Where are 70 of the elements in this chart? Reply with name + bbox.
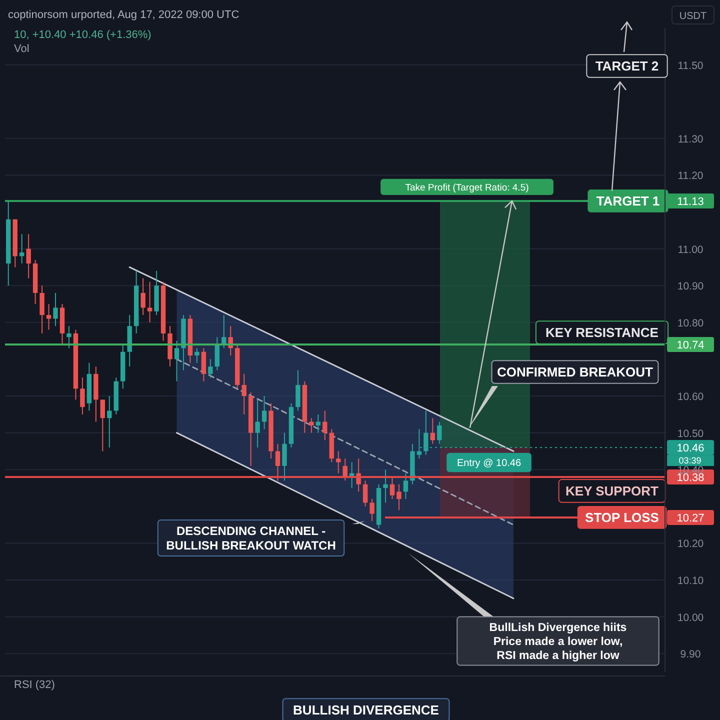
y-tick-label: 11.00 [678,244,704,256]
y-tick-label: 10.46 [676,442,704,455]
candlestick [416,428,422,460]
y-tick-label: 11.50 [678,60,704,72]
candlestick [282,432,287,482]
candlestick [19,234,24,264]
candlestick [262,396,267,430]
candlestick [403,472,408,500]
candlestick [46,304,52,330]
candlestick [255,399,260,448]
candlestick [296,370,300,412]
candlestick [201,348,206,382]
candlestick [322,410,328,441]
annotation: Entry @ 10.46 [456,458,522,470]
candlestick [40,285,44,334]
text: RSI (32) [14,679,55,691]
y-axis-title: USDT [679,11,707,22]
y-tick-label: 9.90 [680,648,701,661]
candlestick [100,399,106,452]
y-tick-label: 10.74 [676,339,704,352]
candlestick [147,281,152,323]
chart-title: coptinorsom urported, Aug 17, 2022 09:00 UTC [8,9,240,21]
candlestick [437,421,442,444]
candlestick [80,377,85,415]
annotation: BullLish Divergence hiits Price made a lower low, RSI made a higher low [489,622,627,662]
candlestick [336,450,341,474]
candlestick [107,396,112,448]
y-tick-label: 11.30 [678,133,704,146]
band-label: Take Profit (Target Ratio: 4.5) [405,182,529,194]
y-tick-label: 10.80 [677,317,704,330]
y-tick-label: 10.20 [677,538,704,550]
chart-subtitle: 10, +10.40 +10.46 (+1.36%) [14,29,152,41]
ref-line-label: KEY RESISTANCE [546,325,659,340]
candlestick [383,469,388,504]
candlestick [242,373,246,415]
candlestick [194,348,200,364]
candlestick [208,358,213,378]
y-tick-label: 11.20 [678,170,704,182]
candlestick [26,234,31,279]
y-tick-label: 10.90 [677,280,704,293]
y-tick-label: 10.50 [677,428,704,440]
candlestick [370,498,374,522]
candlestick [430,418,436,444]
candlestick [214,336,220,371]
candlestick [140,278,146,316]
annotation: CONFIRMED BREAKOUT [497,364,654,380]
candlestick [362,480,368,507]
candlestick [316,414,321,434]
annotation: DESCENDING CHANNEL - BULLISH BREAKOUT WATCH [166,524,336,552]
y-tick-label: 10.27 [676,512,704,524]
candlestick [174,340,180,382]
candlestick [53,292,58,327]
ref-line-label: KEY SUPPORT [566,484,659,499]
candlestick [342,458,348,482]
ref-line-label: TARGET 1 [596,194,660,209]
candlestick [396,484,402,511]
ref-line-label: STOP LOSS [585,510,660,525]
annotation: Vol [14,43,30,55]
annotation: TARGET 2 [595,58,659,74]
text: 03:39 [678,456,702,466]
y-tick-label: 10.60 [677,391,704,403]
candlestick [309,418,314,434]
y-tick-label: 11.13 [677,196,704,208]
candlestick [424,410,428,456]
y-tick-label: 10.00 [677,612,704,624]
candlestick [390,476,395,500]
text: BULLISH DIVERGENCE [293,702,440,718]
y-tick-label: 10.10 [677,575,704,587]
candlestick [275,443,280,482]
candlestick [66,326,72,349]
